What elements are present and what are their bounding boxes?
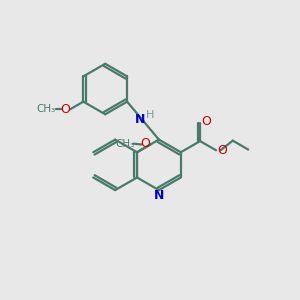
Text: CH₃: CH₃: [37, 104, 56, 114]
Text: H: H: [146, 110, 154, 120]
Text: N: N: [154, 189, 165, 202]
Text: N: N: [134, 113, 145, 126]
Text: O: O: [202, 115, 212, 128]
Text: O: O: [61, 103, 70, 116]
Text: CH₃: CH₃: [116, 139, 135, 148]
Text: O: O: [217, 144, 227, 157]
Text: O: O: [140, 137, 150, 150]
